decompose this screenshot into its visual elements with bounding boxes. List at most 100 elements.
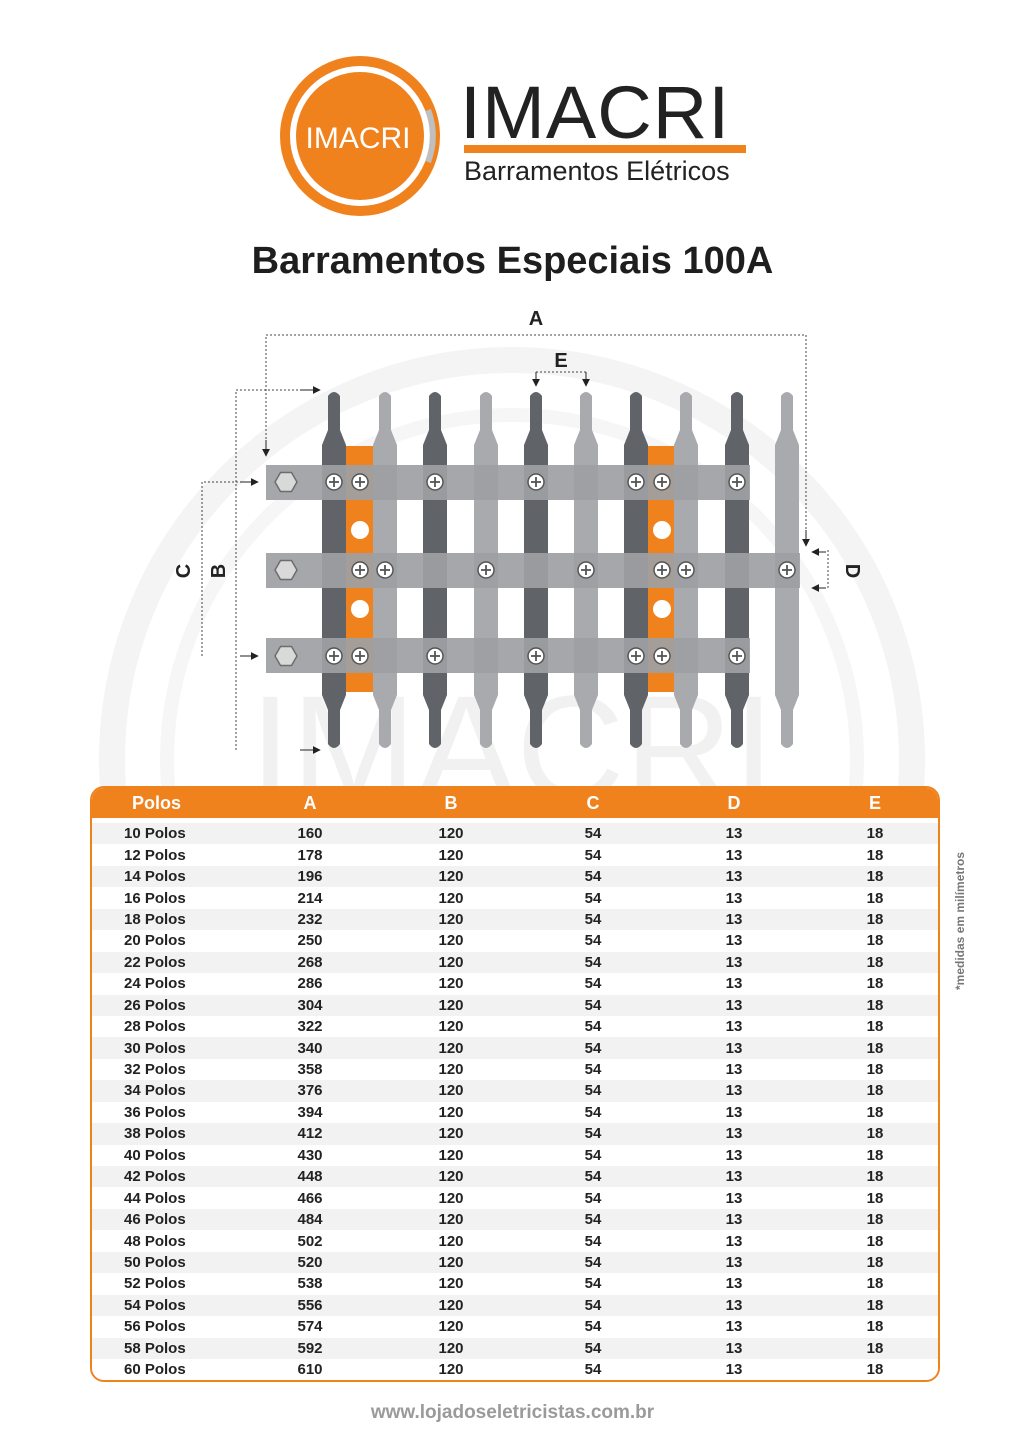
hex-nut-icon — [274, 559, 298, 581]
dim-label-d: D — [841, 564, 863, 578]
table-row: 26 Polos 304 120 54 13 18 — [92, 994, 938, 1016]
table-row: 54 Polos 556 120 54 13 18 — [92, 1294, 938, 1317]
dimensions-table: Polos A B C D E 10 Polos 160 120 54 13 18 12 Polos 1… — [90, 786, 940, 1382]
table-cell: 13 — [725, 1339, 743, 1357]
screw-icon — [351, 647, 369, 665]
table-cell: 54 — [584, 1253, 602, 1271]
table-cell: 24 Polos — [124, 975, 186, 993]
table-cell: 574 — [297, 1318, 323, 1336]
table-cell: 13 — [725, 1211, 743, 1229]
table-cell: 13 — [725, 825, 743, 843]
table-cell: 54 — [584, 846, 602, 864]
table-body: 10 Polos 160 120 54 13 18 12 Polos 178 120 54 13 18… — [92, 818, 938, 1380]
table-cell: 18 — [866, 1361, 884, 1379]
table-cell: 13 — [725, 1296, 743, 1314]
table-cell: 52 Polos — [124, 1275, 186, 1293]
brand-name: IMACRI — [460, 71, 731, 154]
table-cell: 520 — [297, 1253, 323, 1271]
table-cell: 18 — [866, 846, 884, 864]
table-cell: 10 Polos — [124, 825, 186, 843]
screw-icon — [653, 473, 671, 491]
screw-icon — [653, 561, 671, 579]
table-cell: 28 Polos — [124, 1018, 186, 1036]
table-row: 60 Polos 610 120 54 13 18 — [92, 1358, 938, 1380]
table-row: 14 Polos 196 120 54 13 18 — [92, 865, 938, 888]
table-header: Polos A B C D E — [92, 788, 938, 818]
table-row: 36 Polos 394 120 54 13 18 — [92, 1101, 938, 1124]
table-cell: 54 — [584, 1339, 602, 1357]
table-cell: 120 — [438, 1189, 464, 1207]
table-cell: 36 Polos — [124, 1103, 186, 1121]
table-cell: 54 — [584, 1082, 602, 1100]
table-cell: 54 — [584, 1361, 602, 1379]
table-cell: 13 — [725, 932, 743, 950]
table-cell: 54 — [584, 910, 602, 928]
table-cell: 18 — [866, 825, 884, 843]
table-cell: 18 — [866, 1103, 884, 1121]
table-cell: 18 — [866, 1189, 884, 1207]
screw-icon — [527, 473, 545, 491]
table-cell: 18 — [866, 889, 884, 907]
table-cell: 120 — [438, 1018, 464, 1036]
table-cell: 54 — [584, 1296, 602, 1314]
table-cell: 54 — [584, 1168, 602, 1186]
logo-badge: IMACRI — [280, 56, 440, 216]
table-cell: 54 — [584, 1318, 602, 1336]
table-cell: 18 — [866, 996, 884, 1014]
table-row: 20 Polos 250 120 54 13 18 — [92, 930, 938, 952]
table-cell: 120 — [438, 846, 464, 864]
table-cell: 14 Polos — [124, 868, 186, 886]
dim-label-b: B — [208, 564, 230, 578]
table-cell: 120 — [438, 1253, 464, 1271]
units-note: *medidas em milímetros — [953, 825, 967, 990]
screw-icon — [627, 473, 645, 491]
table-cell: 54 — [584, 1039, 602, 1057]
table-cell: 54 — [584, 1018, 602, 1036]
column-header-d: D — [727, 792, 741, 813]
table-row: 44 Polos 466 120 54 13 18 — [92, 1187, 938, 1209]
table-cell: 120 — [438, 1103, 464, 1121]
table-cell: 120 — [438, 1318, 464, 1336]
table-cell: 16 Polos — [124, 889, 186, 907]
table-cell: 54 — [584, 1103, 602, 1121]
table-cell: 18 — [866, 1039, 884, 1057]
table-row: 50 Polos 520 120 54 13 18 — [92, 1251, 938, 1274]
table-cell: 13 — [725, 1168, 743, 1186]
table-cell: 610 — [297, 1361, 323, 1379]
table-cell: 448 — [297, 1168, 323, 1186]
table-cell: 18 — [866, 1168, 884, 1186]
units-note-text: *medidas em milímetros — [953, 851, 967, 990]
table-cell: 18 — [866, 1253, 884, 1271]
table-cell: 42 Polos — [124, 1168, 186, 1186]
table-cell: 13 — [725, 1018, 743, 1036]
screw-icon — [728, 647, 746, 665]
table-cell: 13 — [725, 1318, 743, 1336]
table-cell: 18 — [866, 1339, 884, 1357]
table-cell: 120 — [438, 1232, 464, 1250]
logo-badge-text: IMACRI — [306, 122, 411, 155]
screw-icon — [527, 647, 545, 665]
table-cell: 18 — [866, 975, 884, 993]
table-cell: 38 Polos — [124, 1125, 186, 1143]
screw-icon — [653, 647, 671, 665]
screw-icon — [627, 647, 645, 665]
table-cell: 120 — [438, 889, 464, 907]
table-cell: 18 — [866, 1275, 884, 1293]
table-cell: 18 — [866, 1211, 884, 1229]
table-cell: 304 — [297, 996, 323, 1014]
table-cell: 54 — [584, 1275, 602, 1293]
table-cell: 13 — [725, 996, 743, 1014]
table-cell: 13 — [725, 1061, 743, 1079]
table-cell: 430 — [297, 1146, 323, 1164]
table-cell: 48 Polos — [124, 1232, 186, 1250]
screw-icon — [728, 473, 746, 491]
table-cell: 232 — [297, 910, 323, 928]
table-cell: 556 — [297, 1296, 323, 1314]
table-cell: 120 — [438, 953, 464, 971]
screw-icon — [351, 561, 369, 579]
table-cell: 54 — [584, 1146, 602, 1164]
table-cell: 30 Polos — [124, 1039, 186, 1057]
dim-label-e: E — [554, 350, 567, 372]
table-cell: 286 — [297, 975, 323, 993]
table-row: 24 Polos 286 120 54 13 18 — [92, 973, 938, 995]
